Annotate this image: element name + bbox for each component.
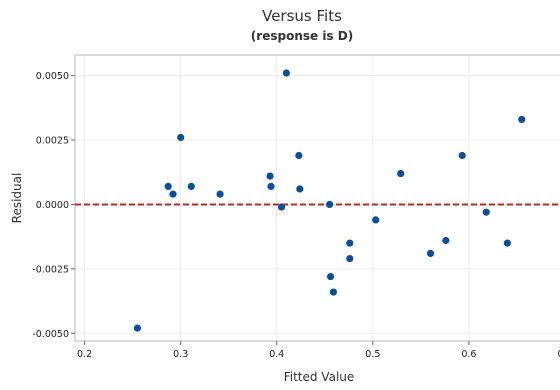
x-tick-label: 0.4	[269, 349, 284, 360]
data-point	[329, 288, 338, 296]
chart-subtitle: (response is D)	[251, 29, 353, 43]
x-tick-label: 0.7	[557, 349, 560, 360]
gridlines	[75, 55, 560, 341]
data-point	[518, 115, 526, 124]
data-point	[482, 208, 490, 216]
data-point	[346, 254, 354, 263]
data-point	[282, 69, 290, 77]
y-axis-ticks: -0.0050 -0.0025 0.0000 0.0025 0.0050	[32, 71, 75, 340]
y-tick-label: 0.0000	[36, 200, 69, 211]
data-point	[458, 151, 466, 160]
y-tick-label: -0.0025	[32, 264, 69, 275]
x-tick-label: 0.5	[365, 349, 380, 360]
data-point	[216, 190, 224, 198]
data-point	[326, 272, 335, 281]
data-point	[326, 200, 334, 209]
x-tick-label: 0.2	[77, 349, 92, 360]
data-point	[164, 182, 172, 191]
data-point	[277, 203, 286, 211]
data-point	[187, 182, 195, 191]
y-tick-label: 0.0050	[36, 71, 69, 82]
data-point	[372, 216, 380, 224]
data-point	[177, 133, 185, 142]
data-point	[295, 151, 303, 160]
x-axis-label: Fitted Value	[284, 370, 355, 384]
data-point	[296, 185, 304, 193]
x-axis-ticks: 0.2 0.3 0.4 0.5 0.6 0.7	[77, 341, 560, 360]
x-tick-label: 0.3	[173, 349, 188, 360]
chart-title: Versus Fits	[262, 7, 342, 25]
data-point	[267, 182, 275, 191]
y-axis-label: Residual	[10, 173, 24, 224]
x-tick-label: 0.6	[461, 349, 476, 360]
plot-area-frame	[74, 54, 560, 342]
data-point	[169, 190, 177, 198]
data-point	[397, 169, 405, 178]
data-point	[133, 324, 142, 332]
y-tick-label: -0.0050	[32, 329, 69, 340]
data-point	[503, 239, 511, 247]
data-point	[346, 239, 354, 247]
y-tick-label: 0.0025	[36, 136, 69, 147]
data-point	[442, 236, 450, 245]
data-point	[426, 249, 435, 257]
data-points	[133, 69, 526, 332]
data-point	[266, 172, 274, 180]
